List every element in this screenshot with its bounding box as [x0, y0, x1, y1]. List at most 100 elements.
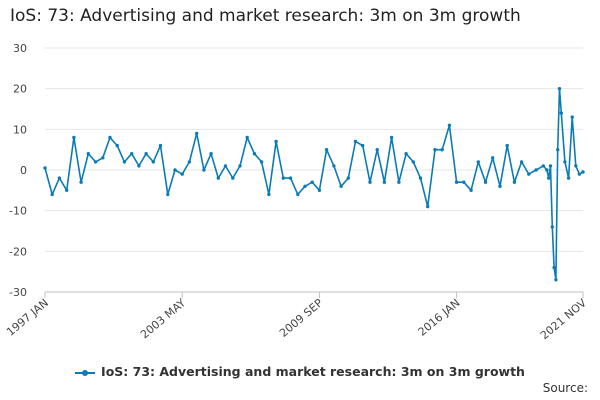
- data-point: [483, 180, 488, 184]
- data-point: [581, 170, 585, 174]
- data-point: [93, 160, 98, 164]
- data-point: [476, 160, 480, 164]
- y-axis-tick-labels: 30 20 10 0 -10 -20 -30: [9, 42, 27, 299]
- data-point: [404, 152, 408, 156]
- data-point: [231, 176, 235, 180]
- data-point: [440, 148, 444, 152]
- data-point: [101, 156, 105, 160]
- data-point: [411, 160, 415, 164]
- data-point: [137, 164, 141, 168]
- data-point: [332, 164, 336, 168]
- data-point: [491, 156, 495, 160]
- data-point: [166, 192, 170, 197]
- data-point: [447, 123, 452, 128]
- y-tick-label: 30: [13, 42, 27, 55]
- data-point: [151, 160, 155, 164]
- x-tick-label: 2009 SEP: [277, 296, 326, 340]
- data-point: [310, 180, 314, 184]
- data-point: [498, 184, 502, 188]
- data-point: [389, 135, 394, 140]
- data-point: [534, 168, 538, 172]
- data-point: [566, 176, 571, 180]
- data-point: [50, 192, 54, 197]
- legend-dot-marker: [82, 369, 89, 376]
- data-point: [547, 176, 551, 180]
- data-point: [209, 152, 213, 156]
- data-point: [541, 164, 545, 168]
- data-point: [144, 152, 148, 156]
- y-tick-label: -30: [9, 286, 27, 299]
- data-point: [559, 111, 563, 115]
- data-point: [563, 160, 567, 164]
- series-layer: [43, 87, 585, 282]
- data-point: [274, 139, 278, 144]
- data-point: [288, 176, 293, 180]
- data-point: [57, 176, 62, 180]
- x-tick-label: 1997 JAN: [4, 296, 51, 338]
- x-tick-label: 2021 NOV: [538, 296, 589, 342]
- data-point: [548, 164, 553, 168]
- data-point: [317, 188, 322, 192]
- data-point: [346, 176, 350, 180]
- data-point: [238, 164, 242, 168]
- data-point: [202, 168, 206, 172]
- data-point: [108, 135, 112, 140]
- y-tick-label: 10: [13, 123, 27, 136]
- source-label: Source:: [542, 381, 588, 395]
- data-point: [418, 176, 423, 180]
- data-point: [556, 148, 560, 152]
- data-point: [79, 180, 83, 184]
- data-point: [173, 168, 177, 172]
- y-tick-label: 20: [13, 83, 27, 96]
- data-point: [339, 184, 343, 188]
- data-point: [65, 188, 69, 192]
- data-point: [368, 180, 372, 184]
- data-point: [462, 180, 466, 184]
- data-point: [550, 225, 554, 229]
- legend-label: IoS: 73: Advertising and market research…: [101, 364, 525, 379]
- data-point: [130, 152, 134, 156]
- data-point: [375, 148, 379, 152]
- x-tick-label: 2003 MAY: [138, 296, 188, 341]
- y-tick-label: -20: [9, 245, 27, 258]
- data-point: [519, 160, 524, 164]
- data-point: [554, 278, 558, 282]
- data-point: [72, 135, 76, 140]
- data-point: [259, 160, 264, 164]
- data-point: [216, 176, 220, 180]
- data-point: [267, 192, 271, 197]
- data-point: [505, 143, 509, 148]
- data-point: [557, 87, 562, 91]
- data-point: [245, 135, 249, 140]
- data-point: [296, 192, 300, 197]
- data-point: [353, 139, 358, 144]
- data-point: [469, 188, 473, 192]
- data-point: [454, 180, 459, 184]
- data-point: [281, 176, 285, 180]
- data-point: [180, 172, 184, 176]
- data-point: [361, 143, 365, 148]
- data-point: [303, 184, 307, 188]
- data-point: [158, 143, 163, 148]
- data-point: [252, 152, 257, 156]
- data-point: [426, 204, 430, 209]
- data-point: [122, 160, 127, 164]
- data-point: [86, 152, 91, 156]
- data-point: [324, 148, 329, 152]
- data-point: [570, 115, 574, 119]
- legend[interactable]: IoS: 73: Advertising and market research…: [0, 364, 600, 379]
- data-point: [195, 131, 199, 136]
- chart-title: IoS: 73: Advertising and market research…: [10, 6, 521, 26]
- y-tick-label: 0: [20, 164, 27, 177]
- data-point: [512, 180, 517, 184]
- data-point: [527, 172, 531, 176]
- data-point: [382, 180, 387, 184]
- data-point: [545, 168, 549, 172]
- legend-swatch-icon: [75, 369, 96, 377]
- data-point: [397, 180, 401, 184]
- x-tick-label: 2016 JAN: [416, 296, 463, 338]
- data-point: [223, 164, 228, 168]
- data-point: [433, 148, 437, 152]
- data-point: [552, 265, 556, 270]
- data-point: [43, 166, 47, 170]
